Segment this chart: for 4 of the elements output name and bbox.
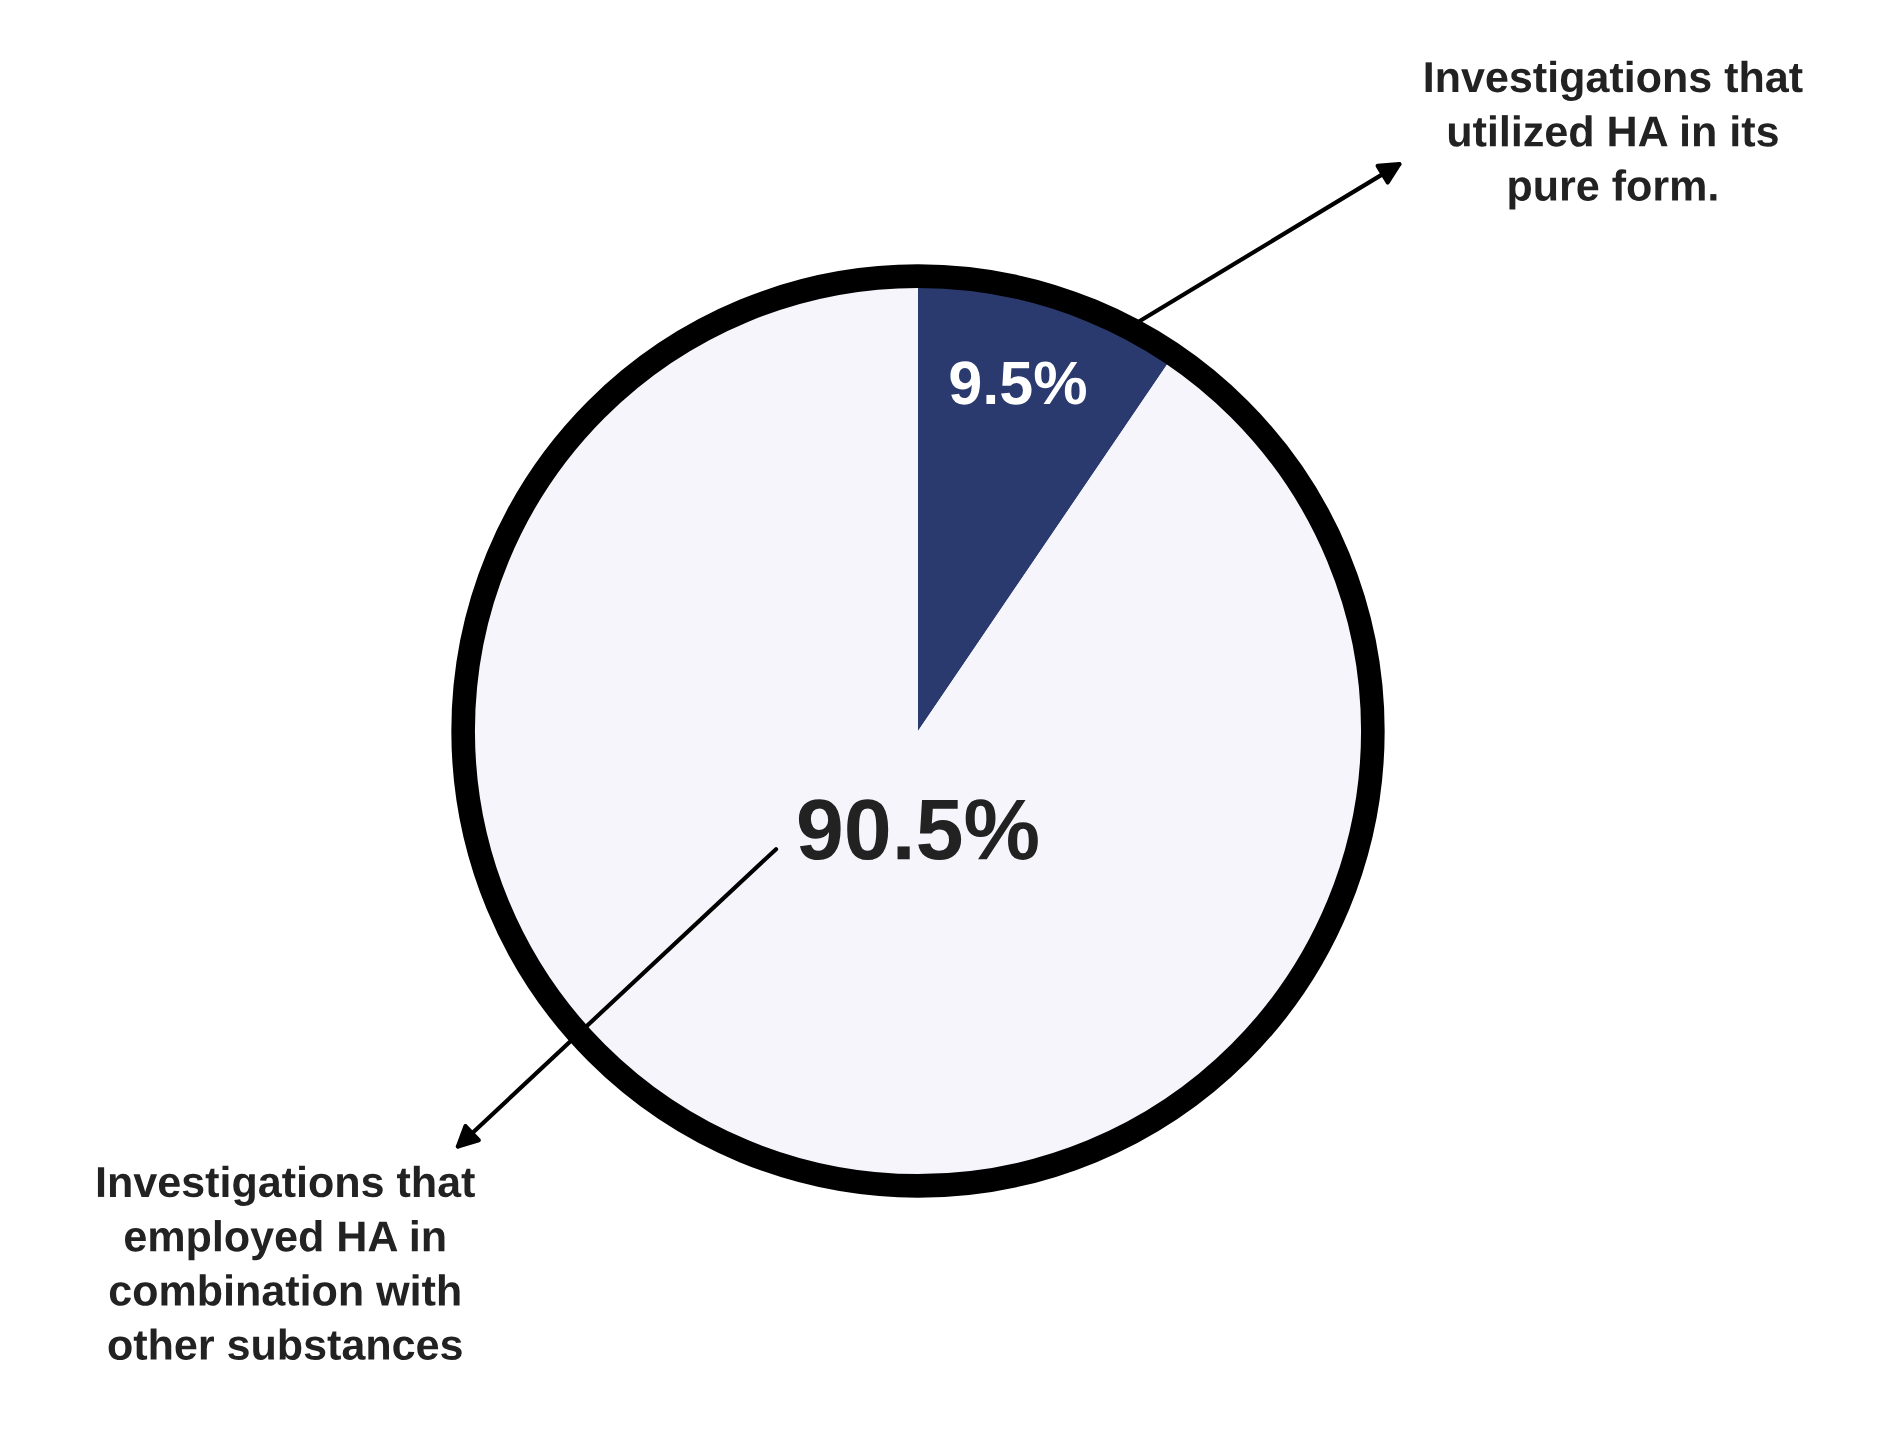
slice-label: Investigations that employed HA in combination with other substances (97, 1165, 475, 1361)
data-label: 90.5% (798, 799, 1038, 861)
slice-label: Investigations that utilized HA in its pure form. (1425, 60, 1803, 210)
data-label: 9.5% (950, 361, 1086, 405)
